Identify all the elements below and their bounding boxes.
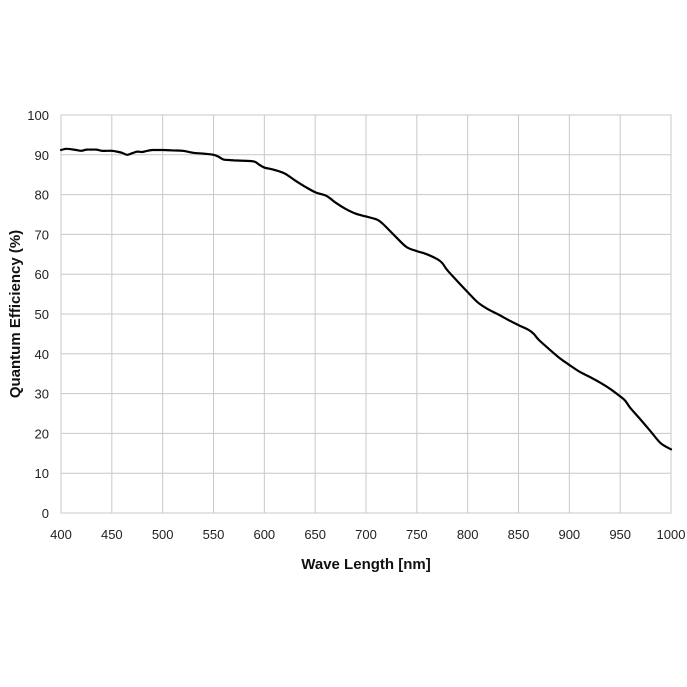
y-tick-label: 70 <box>35 227 49 242</box>
x-axis-ticks: 400 450 500 550 600 650 700 750 800 850 900 950 1000 <box>50 527 685 542</box>
y-tick-label: 0 <box>42 506 49 521</box>
x-tick-label: 700 <box>355 527 377 542</box>
x-tick-label: 650 <box>304 527 326 542</box>
x-tick-label: 800 <box>457 527 479 542</box>
x-tick-label: 950 <box>609 527 631 542</box>
quantum-efficiency-line <box>59 147 673 451</box>
x-tick-label: 400 <box>50 527 72 542</box>
x-tick-label: 900 <box>558 527 580 542</box>
y-tick-label: 30 <box>35 387 49 402</box>
y-tick-label: 90 <box>35 148 49 163</box>
y-tick-label: 20 <box>35 426 49 441</box>
y-tick-label: 100 <box>27 108 49 123</box>
y-tick-label: 40 <box>35 347 49 362</box>
y-tick-label: 60 <box>35 267 49 282</box>
y-axis-ticks: 0 10 20 30 40 50 60 70 80 90 100 <box>27 108 49 521</box>
gridlines <box>60 114 672 514</box>
x-tick-label: 550 <box>203 527 225 542</box>
x-tick-label: 450 <box>101 527 123 542</box>
x-axis-title: Wave Length [nm] <box>301 556 430 573</box>
x-tick-label: 750 <box>406 527 428 542</box>
y-axis-title: Quantum Efficiency (%) <box>7 230 24 398</box>
x-tick-label: 500 <box>152 527 174 542</box>
x-tick-label: 850 <box>508 527 530 542</box>
y-tick-label: 10 <box>35 466 49 481</box>
y-tick-label: 80 <box>35 188 49 203</box>
x-tick-label: 600 <box>253 527 275 542</box>
plot-frame <box>60 114 672 514</box>
x-tick-label: 1000 <box>657 527 686 542</box>
y-tick-label: 50 <box>35 307 49 322</box>
